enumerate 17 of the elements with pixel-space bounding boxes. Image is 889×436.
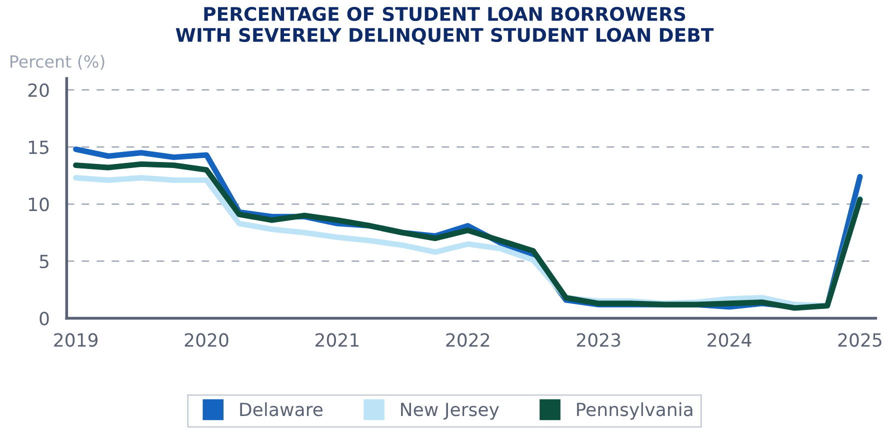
x-tick-label: 2020 <box>184 333 228 347</box>
x-tick-label: 2023 <box>576 333 620 347</box>
y-tick-label: 5 <box>40 254 48 268</box>
y-tick-label: 0 <box>40 312 49 326</box>
y-tick-label: 10 <box>29 198 49 212</box>
x-tick-label: 2019 <box>54 333 98 347</box>
x-tick-label: 2024 <box>708 333 752 347</box>
y-tick-label: 15 <box>29 140 48 154</box>
legend-label: Delaware <box>240 402 322 416</box>
x-tick-label: 2025 <box>838 333 882 347</box>
y-axis-title: Percent (%) <box>10 54 104 70</box>
x-tick-label: 2022 <box>446 333 490 347</box>
chart-title: PERCENTAGE OF STUDENT LOAN BORROWERS WITH SEVERELY DELINQUENT STUDENT LOAN DEBT <box>176 6 714 45</box>
x-tick-label: 2021 <box>316 333 359 347</box>
legend-label: New Jersey <box>401 402 499 420</box>
y-tick-label: 20 <box>28 83 49 98</box>
legend-label: Pennsylvania <box>577 402 692 420</box>
